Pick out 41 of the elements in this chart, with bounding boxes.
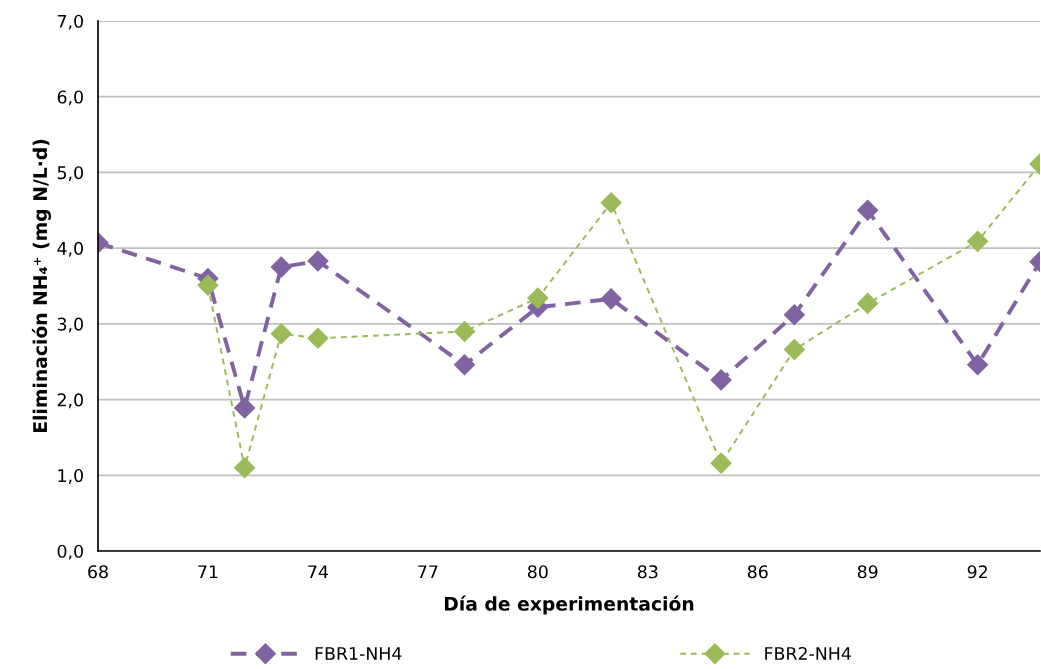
point (454, 354, 476, 376)
point (527, 287, 549, 309)
point (600, 192, 622, 214)
point (454, 320, 476, 342)
legend-label: FBR2-NH4 (765, 646, 851, 660)
point (710, 369, 732, 391)
x-tick-label: 77 (418, 565, 438, 579)
y-axis-title: Eliminación NH₄⁺ (mg N/L·d) (31, 139, 51, 433)
x-tick-label: 71 (198, 565, 218, 579)
point (270, 323, 292, 345)
x-tick-label: 74 (308, 565, 328, 579)
point (967, 230, 989, 252)
x-axis-title: Día de experimentación (444, 595, 694, 615)
x-tick-label: 89 (857, 565, 878, 579)
x-tick-label: 92 (967, 565, 987, 579)
point (270, 256, 292, 278)
y-tick-label: 7,0 (57, 14, 83, 30)
x-tick-label: 68 (88, 565, 108, 579)
point (783, 304, 805, 326)
legend-label: FBR1-NH4 (315, 647, 402, 660)
x-tick-label: 86 (747, 565, 768, 579)
point (307, 327, 329, 349)
x-tick-label: 80 (527, 565, 548, 579)
point (857, 292, 879, 314)
y-tick-label: 4,0 (57, 241, 83, 257)
y-tick-label: 3,0 (57, 317, 83, 333)
point (783, 339, 805, 361)
point (857, 199, 879, 221)
x-tick-label: 83 (637, 565, 658, 579)
y-tick-label: 0,0 (57, 544, 83, 560)
y-tick-label: 1,0 (58, 469, 83, 484)
y-tick-label: 2,0 (57, 393, 83, 409)
y-tick-label: 5,0 (57, 166, 83, 182)
point (967, 354, 989, 376)
y-tick-label: 6,0 (57, 90, 83, 106)
point (600, 288, 622, 310)
point (234, 457, 256, 479)
point (234, 397, 256, 419)
point (197, 274, 219, 296)
point (710, 452, 732, 474)
point (307, 250, 329, 272)
